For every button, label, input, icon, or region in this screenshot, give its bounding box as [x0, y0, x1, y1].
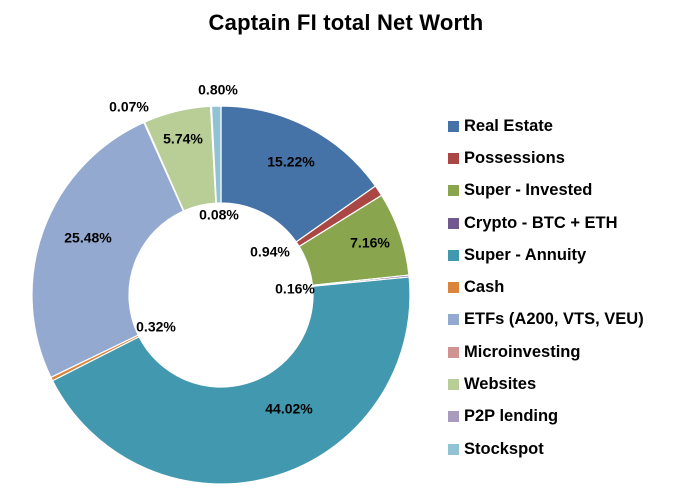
data-label: 25.48%: [64, 230, 112, 246]
legend-item: Stockspot: [448, 433, 644, 465]
chart-title: Captain FI total Net Worth: [208, 10, 484, 35]
legend-item: Websites: [448, 368, 644, 400]
data-label: 0.07%: [109, 99, 149, 115]
data-label: 0.94%: [250, 244, 290, 260]
legend-item: Super - Invested: [448, 175, 644, 207]
legend-item: Possessions: [448, 142, 644, 174]
legend-item: P2P lending: [448, 401, 644, 433]
legend-swatch: [448, 379, 459, 391]
data-label: 5.74%: [163, 131, 203, 147]
legend-label: Stockspot: [464, 439, 544, 458]
data-label: 0.08%: [199, 207, 239, 223]
legend-swatch: [448, 185, 459, 197]
data-label: 7.16%: [350, 235, 390, 251]
legend-item: Microinvesting: [448, 336, 644, 368]
slice-stockspot: [210, 105, 222, 204]
data-label: 0.16%: [275, 281, 315, 297]
legend-swatch: [448, 443, 459, 455]
legend-swatch: [448, 314, 459, 326]
legend-label: Crypto - BTC + ETH: [464, 213, 618, 232]
legend-swatch: [448, 217, 459, 229]
legend-label: Super - Annuity: [464, 245, 587, 264]
legend: Real Estate Possessions Super - Invested Cr…: [448, 110, 644, 465]
legend-item: Cash: [448, 271, 644, 303]
legend-item: ETFs (A200, VTS, VEU): [448, 304, 644, 336]
data-label: 0.32%: [136, 319, 176, 335]
legend-swatch: [448, 249, 459, 261]
legend-item: Super - Annuity: [448, 239, 644, 271]
legend-item: Real Estate: [448, 110, 644, 142]
legend-label: Websites: [464, 375, 537, 394]
legend-label: Real Estate: [464, 116, 553, 135]
legend-label: Microinvesting: [464, 342, 581, 361]
legend-swatch: [448, 120, 459, 132]
legend-label: Super - Invested: [464, 181, 593, 200]
legend-label: Possessions: [464, 148, 565, 167]
legend-label: ETFs (A200, VTS, VEU): [464, 310, 644, 329]
legend-label: P2P lending: [464, 407, 559, 426]
legend-swatch: [448, 282, 459, 294]
slice-super-annuity: [51, 276, 411, 485]
legend-swatch: [448, 152, 459, 164]
legend-label: Cash: [464, 278, 505, 297]
legend-item: Crypto - BTC + ETH: [448, 207, 644, 239]
legend-swatch: [448, 346, 459, 358]
data-label: 15.22%: [267, 154, 315, 170]
data-label: 0.80%: [198, 82, 238, 98]
legend-swatch: [448, 411, 459, 423]
slice-etfs-a200-vts-veu: [31, 121, 185, 379]
data-label: 44.02%: [265, 401, 313, 417]
